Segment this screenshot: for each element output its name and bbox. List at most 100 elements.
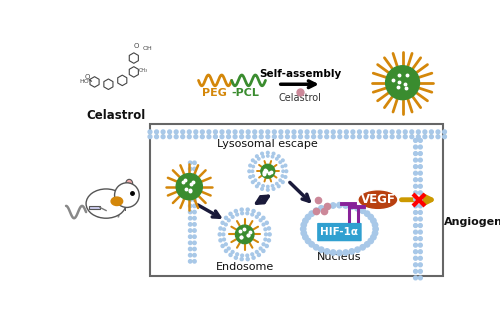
Circle shape (377, 130, 381, 134)
Circle shape (256, 250, 258, 253)
Circle shape (414, 276, 418, 280)
Circle shape (193, 198, 196, 201)
Circle shape (258, 183, 260, 185)
Circle shape (258, 212, 260, 215)
Circle shape (148, 135, 152, 139)
Circle shape (351, 130, 355, 134)
Circle shape (272, 188, 275, 190)
Circle shape (336, 250, 342, 256)
Circle shape (318, 130, 322, 134)
Circle shape (370, 135, 374, 139)
Circle shape (418, 217, 422, 221)
Circle shape (279, 161, 281, 164)
Circle shape (332, 135, 335, 139)
Circle shape (262, 249, 265, 252)
Circle shape (240, 258, 243, 261)
Circle shape (266, 244, 268, 248)
Circle shape (418, 230, 422, 234)
Circle shape (252, 175, 254, 177)
Circle shape (193, 192, 196, 195)
Circle shape (301, 222, 306, 228)
Text: Nucleus: Nucleus (317, 252, 362, 262)
Circle shape (193, 229, 196, 232)
Circle shape (302, 235, 308, 240)
Circle shape (279, 130, 283, 134)
Text: PEG: PEG (202, 88, 227, 98)
Circle shape (268, 233, 271, 236)
Circle shape (418, 165, 422, 169)
Circle shape (260, 188, 264, 190)
Circle shape (355, 206, 360, 211)
Circle shape (364, 211, 370, 216)
Circle shape (262, 216, 265, 219)
Text: HIF-1α: HIF-1α (320, 227, 358, 237)
Circle shape (418, 191, 422, 195)
Ellipse shape (358, 190, 398, 210)
Circle shape (418, 139, 422, 142)
Circle shape (252, 170, 254, 172)
Circle shape (246, 208, 249, 211)
Circle shape (228, 247, 230, 250)
Circle shape (229, 212, 232, 215)
Text: VEGF: VEGF (360, 193, 396, 206)
Circle shape (442, 130, 446, 134)
Circle shape (231, 250, 234, 253)
Circle shape (188, 260, 192, 263)
Circle shape (264, 238, 266, 241)
Circle shape (306, 214, 311, 220)
Circle shape (266, 135, 270, 139)
Circle shape (248, 170, 250, 172)
Circle shape (414, 237, 418, 241)
Circle shape (246, 212, 248, 215)
Circle shape (224, 216, 228, 219)
Circle shape (188, 223, 192, 226)
Text: Celastrol: Celastrol (278, 93, 322, 103)
Circle shape (262, 184, 264, 187)
Circle shape (364, 135, 368, 139)
Circle shape (249, 176, 252, 178)
Circle shape (318, 135, 322, 139)
Circle shape (414, 197, 418, 201)
Circle shape (414, 139, 418, 142)
Circle shape (278, 185, 280, 188)
Circle shape (349, 204, 354, 209)
Circle shape (188, 241, 192, 244)
Circle shape (418, 243, 422, 247)
Circle shape (276, 183, 278, 185)
Circle shape (284, 164, 287, 167)
Circle shape (284, 176, 287, 178)
Circle shape (261, 164, 274, 178)
Circle shape (260, 152, 264, 155)
Circle shape (306, 238, 311, 244)
Circle shape (282, 159, 284, 162)
Circle shape (325, 130, 328, 134)
Circle shape (193, 204, 196, 208)
Circle shape (193, 235, 196, 238)
Circle shape (414, 243, 418, 247)
Circle shape (355, 247, 360, 252)
Circle shape (418, 269, 422, 273)
Circle shape (349, 249, 354, 254)
Circle shape (253, 130, 256, 134)
Circle shape (338, 135, 342, 139)
Circle shape (220, 135, 224, 139)
Circle shape (240, 208, 243, 211)
Circle shape (193, 179, 196, 183)
Circle shape (414, 184, 418, 188)
Circle shape (188, 161, 192, 165)
Circle shape (252, 210, 255, 213)
Circle shape (193, 254, 196, 257)
Circle shape (218, 233, 222, 236)
Circle shape (154, 135, 158, 139)
Circle shape (193, 247, 196, 251)
Circle shape (222, 233, 225, 236)
Circle shape (416, 135, 420, 139)
Circle shape (279, 135, 283, 139)
Circle shape (194, 135, 198, 139)
Circle shape (259, 219, 262, 222)
Circle shape (344, 135, 348, 139)
Circle shape (188, 198, 192, 201)
Text: Endosome: Endosome (216, 262, 274, 272)
Circle shape (188, 179, 192, 183)
Circle shape (330, 203, 336, 208)
